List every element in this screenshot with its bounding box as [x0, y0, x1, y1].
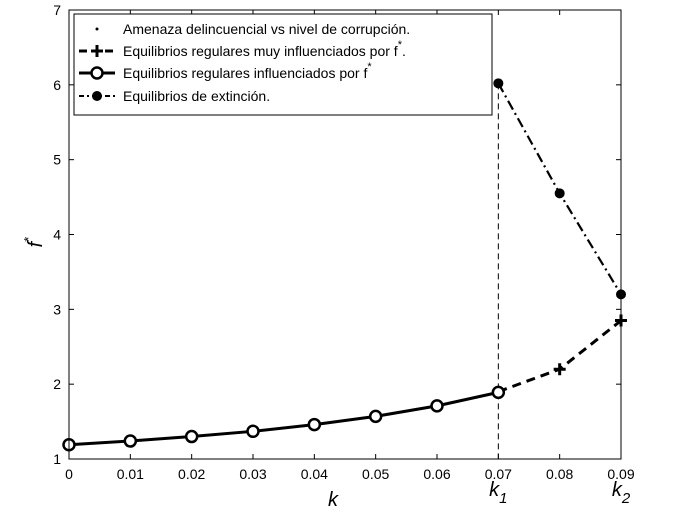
- y-tick-label: 2: [53, 376, 61, 392]
- annotation-base: k: [489, 479, 500, 501]
- legend-marker-circle: [90, 66, 104, 80]
- x-tick-label: 0: [65, 466, 73, 482]
- legend: Amenaza delincuencial vs nivel de corrup…: [73, 13, 493, 116]
- y-tick-label: 5: [53, 152, 61, 168]
- y-tick-label: 4: [53, 227, 61, 243]
- legend-label-text: Equilibrios regulares muy influenciados …: [123, 43, 398, 59]
- y-axis-label: f*: [21, 237, 47, 248]
- legend-label-sup: *: [398, 39, 403, 51]
- legend-label-text: Equilibrios regulares influenciados por …: [123, 65, 367, 81]
- x-axis-label: k: [328, 489, 339, 511]
- y-tick-label: 3: [53, 301, 61, 317]
- legend-marker-filled: [92, 91, 102, 101]
- legend-box: [73, 13, 493, 116]
- x-tick-label: 0.03: [239, 466, 266, 482]
- legend-label-after: .: [402, 43, 406, 59]
- x-tick-label: 0.09: [607, 466, 634, 482]
- data-point-circle: [491, 385, 506, 400]
- y-axis-label-base: f: [25, 239, 47, 247]
- data-point-circle: [430, 399, 444, 413]
- axes: 0 0.01 0.02 0.03 0.04 0.05 0.06 0.07 0.08 0.09 1 2 3…: [21, 2, 635, 511]
- data-point-circle: [123, 434, 138, 448]
- x-tick-label: 0.08: [546, 466, 573, 482]
- legend-label-sup: *: [367, 61, 372, 73]
- legend-label-0: Amenaza delincuencial vs nivel de corrup…: [123, 21, 410, 37]
- x-tick-label: 0.01: [117, 466, 144, 482]
- annotation-base: k: [612, 479, 623, 501]
- legend-marker-dot: [95, 27, 99, 31]
- x-tick-label: 0.07: [485, 466, 512, 482]
- data-point-circle: [368, 409, 383, 424]
- data-point-filled: [493, 78, 504, 89]
- annotation-sub: 1: [499, 490, 507, 507]
- x-tick-label: 0.02: [178, 466, 205, 482]
- y-axis-label-sup: *: [21, 237, 36, 242]
- x-tick-label: 0.06: [423, 466, 450, 482]
- data-point-plus: [553, 363, 566, 376]
- annotation-k2: k2: [612, 479, 631, 507]
- annotation-sub: 2: [621, 490, 631, 507]
- annotation-k1: k1: [489, 479, 507, 507]
- x-tick-label: 0.05: [362, 466, 389, 482]
- legend-label-3: Equilibrios de extinción.: [123, 88, 270, 104]
- data-point-filled: [554, 188, 565, 199]
- data-point-circle: [307, 417, 322, 432]
- legend-label-2: Equilibrios regulares influenciados por …: [123, 61, 372, 81]
- data-point-circle: [246, 424, 260, 439]
- legend-label-text: Equilibrios de extinción.: [123, 88, 270, 104]
- legend-marker-plus: [91, 45, 103, 57]
- x-tick-label: 0.04: [301, 466, 328, 482]
- plot-area: [62, 78, 627, 459]
- series-line-2: [68, 390, 499, 447]
- y-tick-label: 6: [53, 77, 61, 93]
- data-point-circle: [184, 429, 199, 444]
- legend-label-1: Equilibrios regulares muy influenciados …: [123, 39, 406, 59]
- legend-label-text: Amenaza delincuencial vs nivel de corrup…: [123, 21, 410, 37]
- y-tick-label: 7: [53, 2, 61, 18]
- y-tick-label: 1: [53, 451, 61, 467]
